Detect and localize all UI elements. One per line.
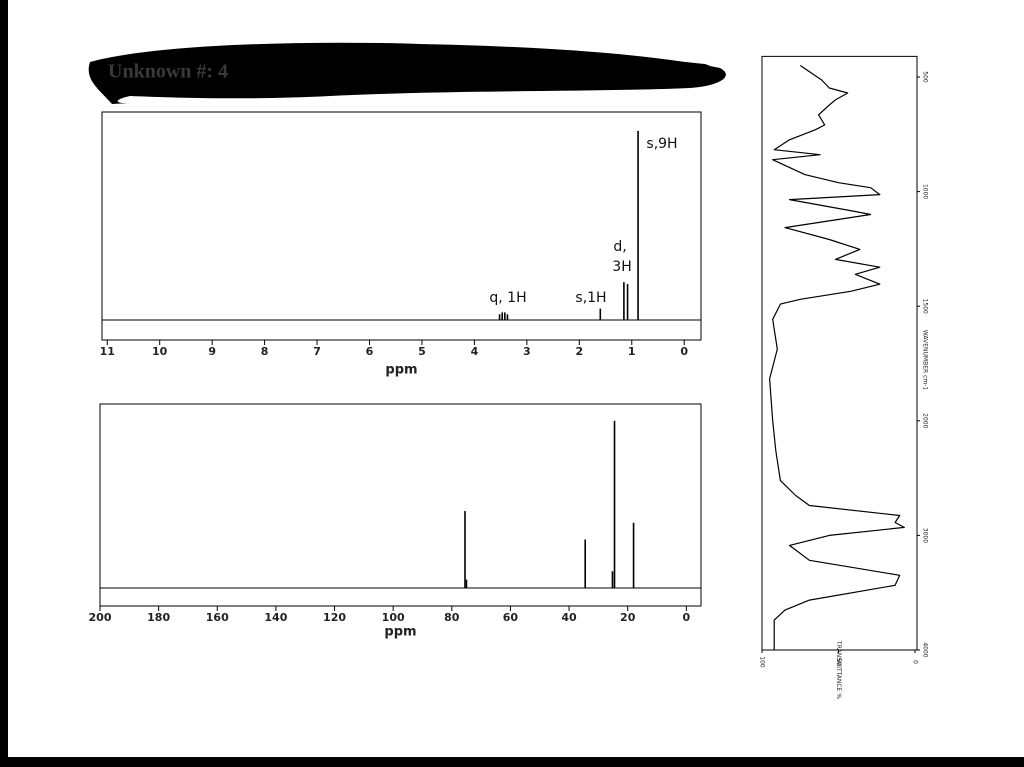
x-tick-label: 11 [100, 345, 115, 358]
x-tick-label: 180 [147, 611, 170, 624]
x-tick-label: 10 [152, 345, 168, 358]
redaction-scribble [88, 42, 726, 104]
x-tick-label: 40 [561, 611, 577, 624]
x-tick-label: 1 [628, 345, 636, 358]
bottom-edge [0, 757, 1024, 767]
x-tick-label: 200 [89, 611, 112, 624]
x-axis-label: ppm [385, 363, 417, 378]
x-axis-label: ppm [384, 625, 416, 640]
peak-annotation: 3H [612, 259, 631, 275]
x-tick-label: 0 [912, 660, 919, 664]
x-tick-label: 100 [759, 656, 766, 668]
y-tick-label: 4000 [922, 642, 929, 657]
x-tick-label: 9 [208, 345, 216, 358]
x-tick-label: 2 [575, 345, 583, 358]
y-tick-label: 2000 [922, 413, 929, 428]
y-tick-label: 500 [922, 71, 929, 83]
x-tick-label: 50 [835, 658, 842, 666]
left-edge [0, 0, 8, 767]
x-tick-label: 8 [261, 345, 269, 358]
x-tick-label: 120 [323, 611, 346, 624]
peak-annotation: s,1H [575, 290, 606, 306]
transmittance-label: TRANSMITTANCE % [835, 640, 842, 699]
x-tick-label: 20 [620, 611, 636, 624]
plot-frame [101, 111, 702, 341]
plot-frame [99, 403, 702, 607]
peak-annotation: s,9H [646, 136, 677, 152]
slide-title: Unknown #: 4 [108, 61, 228, 83]
x-tick-label: 6 [366, 345, 374, 358]
y-tick-label: 3000 [922, 528, 929, 543]
x-tick-label: 7 [313, 345, 321, 358]
x-tick-label: 60 [503, 611, 519, 624]
x-tick-label: 80 [444, 611, 460, 624]
ir-spectrum [769, 65, 905, 650]
x-tick-label: 4 [471, 345, 479, 358]
y-tick-label: 1000 [922, 184, 929, 199]
x-tick-label: 3 [523, 345, 531, 358]
x-tick-label: 160 [206, 611, 229, 624]
plot-frame [761, 55, 918, 651]
peak-annotation: q, 1H [489, 290, 526, 306]
peak-annotation: d, [613, 239, 626, 255]
wavenumber-label: WAVENUMBER cm-1 [922, 330, 929, 391]
x-tick-label: 0 [683, 611, 691, 624]
x-tick-label: 0 [680, 345, 688, 358]
x-tick-label: 140 [264, 611, 287, 624]
y-tick-label: 1500 [922, 299, 929, 314]
x-tick-label: 100 [382, 611, 405, 624]
x-tick-label: 5 [418, 345, 426, 358]
